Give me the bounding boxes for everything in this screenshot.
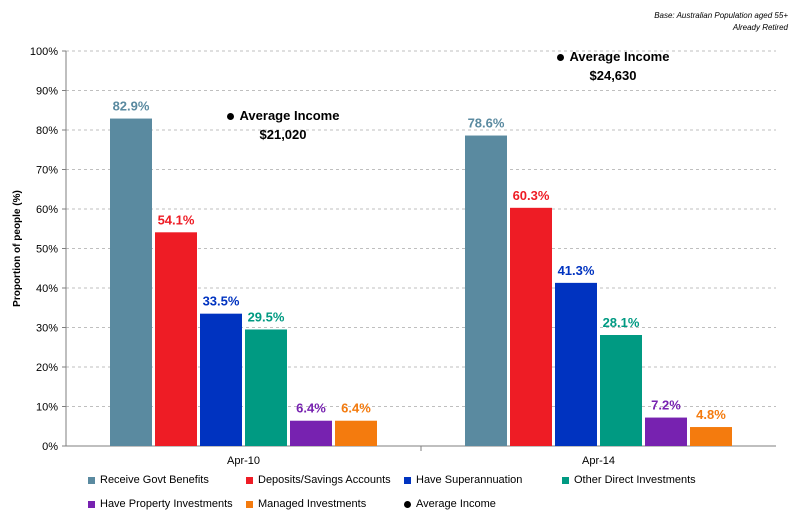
average-income-dot-icon	[404, 500, 411, 508]
y-tick-label: 70%	[36, 165, 58, 177]
base-note-line-2: Already Retired	[732, 23, 788, 32]
average-income-value: $21,020	[259, 127, 307, 142]
average-income-value: $24,630	[589, 68, 637, 83]
bar	[555, 282, 597, 446]
bar	[200, 313, 242, 446]
y-tick-label: 100%	[30, 46, 58, 58]
legend-swatch	[404, 476, 411, 484]
legend-label: Have Property Investments	[100, 498, 233, 510]
data-label: 4.8%	[696, 407, 726, 422]
legend-item-superannuation: Have Superannuation	[404, 474, 522, 486]
y-tick-label: 50%	[36, 244, 58, 256]
y-axis-label: Proportion of people (%)	[12, 190, 23, 307]
legend-swatch	[88, 476, 95, 484]
data-label: 6.4%	[341, 401, 371, 416]
y-tick-label: 90%	[36, 86, 58, 98]
average-income-label: Average Income	[239, 108, 340, 123]
bar	[290, 420, 332, 446]
bar	[600, 335, 642, 446]
legend-swatch	[88, 500, 95, 508]
bar	[510, 207, 552, 446]
bar	[335, 420, 377, 446]
data-label: 41.3%	[558, 263, 595, 278]
y-tick-label: 10%	[36, 402, 58, 414]
data-label: 60.3%	[513, 188, 550, 203]
y-tick-label: 30%	[36, 323, 58, 335]
legend-item-deposits: Deposits/Savings Accounts	[246, 474, 391, 486]
bar	[155, 232, 197, 446]
data-label: 29.5%	[248, 309, 285, 324]
base-note-line-1: Base: Australian Population aged 55+	[654, 11, 788, 20]
y-tick-label: 80%	[36, 125, 58, 137]
x-tick-label: Apr-14	[582, 455, 615, 467]
legend-label: Average Income	[416, 498, 496, 510]
data-label: 28.1%	[603, 315, 640, 330]
bar	[645, 417, 687, 446]
y-tick-label: 0%	[42, 441, 58, 453]
legend-label: Managed Investments	[258, 498, 367, 510]
x-tick-label: Apr-10	[227, 455, 260, 467]
data-label: 54.1%	[158, 212, 195, 227]
data-label: 7.2%	[651, 398, 681, 413]
legend-item-other-direct: Other Direct Investments	[562, 474, 696, 486]
bar	[245, 329, 287, 446]
legend-item-property: Have Property Investments	[88, 498, 233, 510]
average-income-label: Average Income	[569, 49, 670, 64]
data-label: 82.9%	[113, 99, 150, 114]
legend-swatch	[246, 500, 253, 508]
average-income-dot-icon	[556, 54, 564, 62]
base-note: Base: Australian Population aged 55+ Alr…	[654, 10, 788, 34]
average-income-dot-icon	[226, 113, 234, 121]
data-label: 78.6%	[468, 116, 505, 131]
legend-label: Receive Govt Benefits	[100, 474, 209, 486]
legend-label: Deposits/Savings Accounts	[258, 474, 391, 486]
legend-item-average-income: Average Income	[404, 498, 496, 510]
legend-swatch	[562, 476, 569, 484]
legend-swatch	[246, 476, 253, 484]
bar	[465, 135, 507, 446]
y-tick-label: 40%	[36, 283, 58, 295]
y-tick-label: 20%	[36, 362, 58, 374]
data-label: 6.4%	[296, 401, 326, 416]
average-income-annotation-apr-14: Average Income $24,630	[548, 47, 678, 85]
y-tick-label: 60%	[36, 204, 58, 216]
legend-item-govt-benefits: Receive Govt Benefits	[88, 474, 209, 486]
legend-label: Have Superannuation	[416, 474, 523, 486]
average-income-annotation-apr-10: Average Income $21,020	[218, 106, 348, 144]
data-label: 33.5%	[203, 294, 240, 309]
bar	[690, 427, 732, 446]
legend-item-managed: Managed Investments	[246, 498, 366, 510]
legend-label: Other Direct Investments	[574, 474, 696, 486]
bar	[110, 118, 152, 447]
